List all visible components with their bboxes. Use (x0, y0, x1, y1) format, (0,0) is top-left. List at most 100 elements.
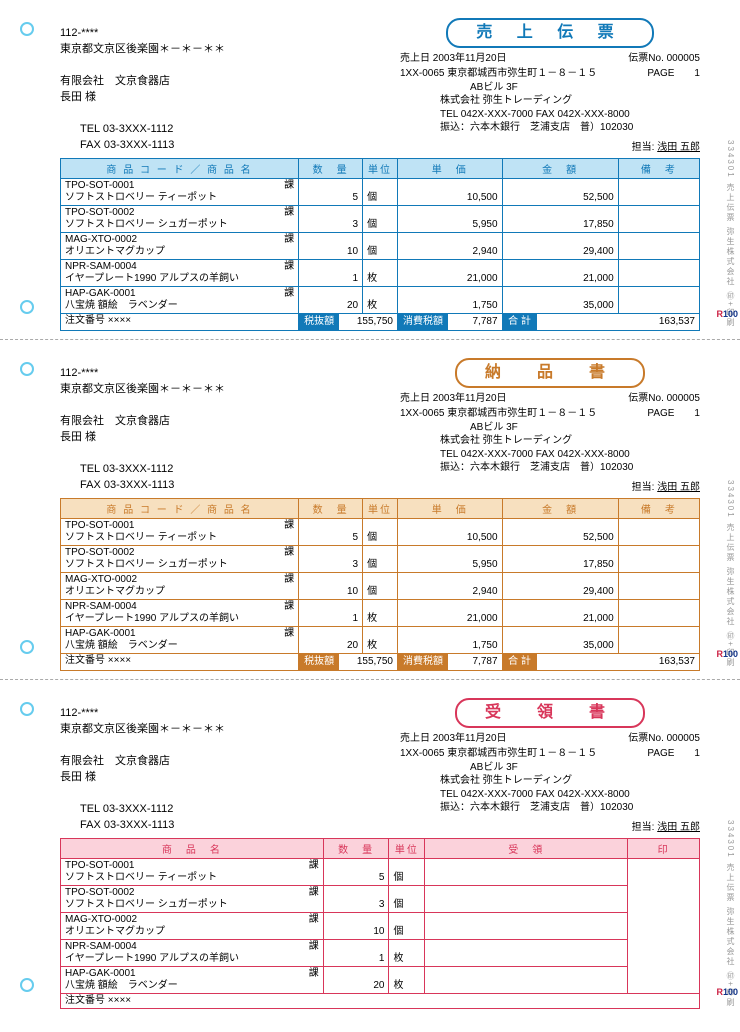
item-unit: 枚 (389, 940, 425, 967)
item-remark (618, 546, 699, 573)
item-name: ソフトストロベリー シュガーポット (65, 559, 294, 571)
item-price: 2,940 (397, 233, 502, 260)
punch-hole (20, 702, 34, 716)
item-amount: 17,850 (502, 546, 618, 573)
vendor-bank: 振込：六本木銀行 芝浦支店 普）102030 (400, 121, 700, 135)
item-price: 10,500 (397, 179, 502, 206)
th-unit: 単位 (389, 839, 425, 859)
item-receipt (425, 913, 628, 940)
item-unit: 枚 (363, 627, 398, 654)
page-no: PAGE 1 (647, 407, 700, 421)
item-code: MAG-XTO-0002 (65, 574, 137, 586)
item-tax: 課 (284, 261, 294, 273)
item-amount: 21,000 (502, 600, 618, 627)
item-amount: 29,400 (502, 573, 618, 600)
item-amount: 35,000 (502, 627, 618, 654)
item-name: ソフトストロベリー ティーポット (65, 532, 294, 544)
tanto: 担当: 浅田 五郎 (400, 141, 700, 155)
form-blue: 334301 売上伝票 弥生株式会社 ㊞+印刷R100112-****東京都文京… (0, 0, 740, 340)
item-price: 5,950 (397, 206, 502, 233)
item-remark (618, 233, 699, 260)
customer-tel: TEL 03-3XXX-1112 (60, 462, 390, 478)
item-name: ソフトストロベリー ティーポット (65, 872, 319, 884)
slip-no: 伝票No. 000005 (628, 52, 700, 66)
th-unit: 単位 (363, 499, 398, 519)
vendor-bank: 振込：六本木銀行 芝浦支店 普）102030 (400, 461, 700, 475)
customer-contact: 長田 様 (60, 770, 390, 786)
vendor-telfax: TEL 042X-XXX-7000 FAX 042X-XXX-8000 (400, 448, 700, 462)
items-table: 商 品 コ ー ド ／ 商 品 名数 量単位単 価金 額備 考TPO-SOT-0… (60, 158, 700, 331)
side-marking: 334301 売上伝票 弥生株式会社 ㊞+印刷 (725, 820, 736, 1008)
item-receipt (425, 886, 628, 913)
item-remark (618, 573, 699, 600)
r100-mark: R100 (716, 987, 738, 997)
slip-no: 伝票No. 000005 (628, 732, 700, 746)
tax-value: 7,787 (448, 654, 502, 670)
item-tax: 課 (284, 547, 294, 559)
tax-value: 7,787 (448, 314, 502, 330)
vendor-company: 株式会社 弥生トレーディング (400, 434, 700, 448)
th-unit: 単位 (363, 159, 398, 179)
th-amount: 金 額 (502, 499, 618, 519)
item-remark (618, 179, 699, 206)
item-code: TPO-SOT-0002 (65, 547, 134, 559)
table-row: HAP-GAK-0001課八宝焼 額絵 ラベンダー20枚1,75035,000 (61, 627, 700, 654)
th-price: 単 価 (397, 499, 502, 519)
item-price: 2,940 (397, 573, 502, 600)
tanto: 担当: 浅田 五郎 (400, 821, 700, 835)
customer-tel: TEL 03-3XXX-1112 (60, 122, 390, 138)
item-code: HAP-GAK-0001 (65, 288, 136, 300)
item-code: NPR-SAM-0004 (65, 601, 137, 613)
item-remark (618, 287, 699, 314)
item-remark (618, 519, 699, 546)
item-tax: 課 (284, 234, 294, 246)
customer-postal: 112-**** (60, 706, 390, 722)
item-name: ソフトストロベリー シュガーポット (65, 899, 319, 911)
gokei-label: 合 計 (503, 654, 537, 670)
gokei-label: 合 計 (503, 314, 537, 330)
item-code: HAP-GAK-0001 (65, 628, 136, 640)
item-amount: 52,500 (502, 519, 618, 546)
item-remark (618, 600, 699, 627)
item-code: TPO-SOT-0001 (65, 520, 134, 532)
th-name: 商 品 名 (61, 839, 324, 859)
item-tax: 課 (309, 941, 319, 953)
item-tax: 課 (284, 628, 294, 640)
table-row: MAG-XTO-0002課オリエントマグカップ10個2,94029,400 (61, 233, 700, 260)
item-name: イヤープレート1990 アルプスの羊飼い (65, 273, 294, 285)
th-code-name: 商 品 コ ー ド ／ 商 品 名 (61, 499, 299, 519)
item-qty: 1 (323, 940, 389, 967)
order-cell: 注文番号 ×××× (61, 994, 700, 1009)
item-qty: 3 (323, 886, 389, 913)
item-qty: 3 (299, 206, 363, 233)
order-cell: 注文番号 ×××× (61, 654, 299, 671)
item-code: TPO-SOT-0002 (65, 887, 134, 899)
totals-row: 注文番号 ×××× (61, 994, 700, 1009)
item-qty: 5 (323, 859, 389, 886)
item-amount: 29,400 (502, 233, 618, 260)
zeinuki-label: 税抜額 (299, 314, 339, 330)
zeinuki-label: 税抜額 (299, 654, 339, 670)
item-name: イヤープレート1990 アルプスの羊飼い (65, 613, 294, 625)
vendor-telfax: TEL 042X-XXX-7000 FAX 042X-XXX-8000 (400, 788, 700, 802)
customer-block: 112-****東京都文京区後楽園＊－＊－＊＊有限会社 文京食器店長田 様TEL… (60, 698, 390, 834)
customer-address: 東京都文京区後楽園＊－＊－＊＊ (60, 722, 390, 738)
th-qty: 数 量 (299, 499, 363, 519)
item-name: ソフトストロベリー シュガーポット (65, 219, 294, 231)
th-qty: 数 量 (299, 159, 363, 179)
th-remark: 備 考 (618, 159, 699, 179)
tax-label: 消費税額 (398, 314, 448, 330)
item-tax: 課 (284, 180, 294, 192)
item-qty: 5 (299, 519, 363, 546)
gokei-value: 163,537 (537, 654, 699, 670)
item-price: 21,000 (397, 600, 502, 627)
items-table: 商 品 コ ー ド ／ 商 品 名数 量単位単 価金 額備 考TPO-SOT-0… (60, 498, 700, 671)
page-no: PAGE 1 (647, 67, 700, 81)
side-marking: 334301 売上伝票 弥生株式会社 ㊞+印刷 (725, 140, 736, 328)
item-price: 10,500 (397, 519, 502, 546)
item-qty: 1 (299, 260, 363, 287)
item-unit: 枚 (363, 287, 398, 314)
item-unit: 個 (389, 913, 425, 940)
vendor-block: 納 品 書売上日 2003年11月20日伝票No. 0000051XX-0065… (400, 358, 700, 494)
punch-hole (20, 362, 34, 376)
